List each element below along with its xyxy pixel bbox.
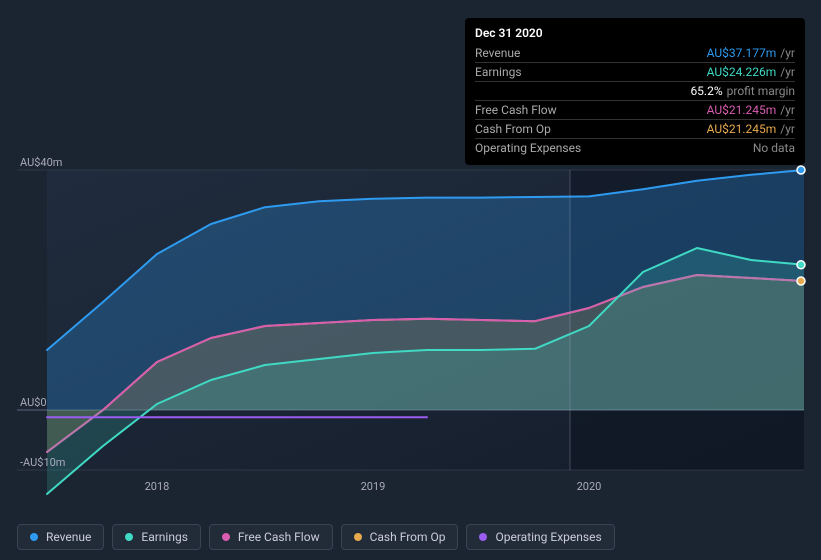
legend-item-label: Free Cash Flow bbox=[238, 530, 320, 544]
y-axis-tick-label: AU$40m bbox=[20, 156, 62, 169]
legend-dot-icon bbox=[125, 533, 133, 541]
legend-item[interactable]: Revenue bbox=[17, 524, 104, 550]
tooltip-row: Earnings AU$24.226m/yr bbox=[475, 62, 795, 81]
tooltip-row-value: AU$21.245m bbox=[707, 122, 777, 136]
tooltip-row-suffix: profit margin bbox=[727, 84, 795, 98]
tooltip-row: 65.2% profit margin bbox=[475, 81, 795, 100]
x-axis-tick-label: 2020 bbox=[569, 480, 609, 493]
legend-item-label: Revenue bbox=[46, 530, 91, 544]
tooltip-row-value: AU$37.177m bbox=[707, 46, 777, 60]
legend-item-label: Cash From Op bbox=[370, 530, 446, 544]
tooltip-date: Dec 31 2020 bbox=[475, 26, 795, 40]
tooltip-row-label: Free Cash Flow bbox=[475, 103, 557, 117]
tooltip-row-suffix: /yr bbox=[780, 46, 795, 60]
legend-item-label: Operating Expenses bbox=[495, 530, 601, 544]
chart-tooltip: Dec 31 2020 RevenueAU$37.177m/yrEarnings… bbox=[465, 18, 805, 165]
legend-dot-icon bbox=[222, 533, 230, 541]
legend-item[interactable]: Free Cash Flow bbox=[209, 524, 333, 550]
tooltip-row-label: Cash From Op bbox=[475, 122, 551, 136]
tooltip-row-label: Operating Expenses bbox=[475, 141, 581, 155]
tooltip-row-value: 65.2% bbox=[690, 84, 722, 98]
tooltip-row-label: Earnings bbox=[475, 65, 522, 79]
legend-item[interactable]: Operating Expenses bbox=[466, 524, 614, 550]
tooltip-row-suffix: /yr bbox=[780, 65, 795, 79]
x-axis-tick-label: 2018 bbox=[137, 480, 177, 493]
legend-dot-icon bbox=[354, 533, 362, 541]
legend-item-label: Earnings bbox=[141, 530, 188, 544]
tooltip-row: Free Cash Flow AU$21.245m/yr bbox=[475, 100, 795, 119]
tooltip-row-value: AU$21.245m bbox=[707, 103, 777, 117]
legend-dot-icon bbox=[479, 533, 487, 541]
tooltip-row-suffix: /yr bbox=[780, 122, 795, 136]
tooltip-row: Operating Expenses No data bbox=[475, 138, 795, 157]
tooltip-row-value: AU$24.226m bbox=[707, 65, 777, 79]
legend-item[interactable]: Cash From Op bbox=[341, 524, 459, 550]
y-axis-tick-label: -AU$10m bbox=[20, 456, 65, 469]
tooltip-row: Revenue AU$37.177m/yr bbox=[475, 44, 795, 62]
x-axis-tick-label: 2019 bbox=[353, 480, 393, 493]
tooltip-row-value: No data bbox=[753, 141, 795, 155]
tooltip-row-label: Revenue bbox=[475, 46, 520, 60]
tooltip-row-suffix: /yr bbox=[780, 103, 795, 117]
tooltip-row: Cash From Op AU$21.245m/yr bbox=[475, 119, 795, 138]
legend-item[interactable]: Earnings bbox=[112, 524, 201, 550]
chart-legend: Revenue Earnings Free Cash Flow Cash From O… bbox=[17, 524, 615, 550]
legend-dot-icon bbox=[30, 533, 38, 541]
y-axis-tick-label: AU$0 bbox=[20, 396, 47, 409]
